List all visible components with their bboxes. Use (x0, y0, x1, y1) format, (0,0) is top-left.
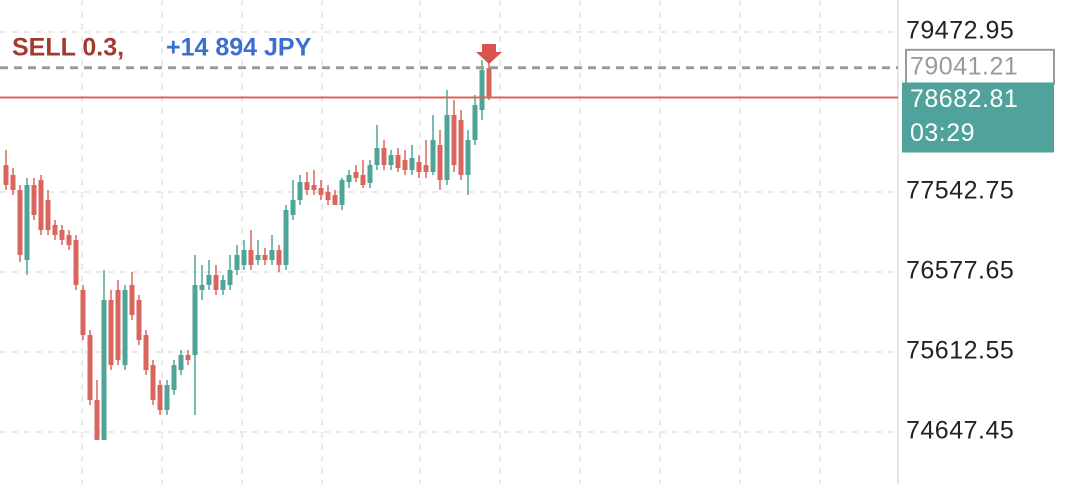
sell-marker (476, 44, 502, 64)
candle-body (311, 185, 317, 190)
candle-body (423, 165, 429, 172)
candle-body (325, 191, 331, 201)
candle-body (31, 185, 37, 216)
candle-body (297, 182, 303, 201)
candle-body (150, 365, 156, 401)
candle-body (437, 144, 443, 181)
candle-body (486, 68, 492, 98)
candle-body (192, 284, 198, 356)
candle-body (388, 155, 394, 166)
candle-body (304, 182, 310, 190)
candle-body (185, 355, 191, 360)
candle-body (164, 385, 170, 410)
candle-body (360, 174, 366, 186)
candle-body (136, 299, 142, 341)
candle-body (465, 140, 471, 175)
candle-body (451, 114, 457, 166)
candle-body (129, 284, 135, 315)
candle-body (17, 189, 23, 255)
candle-body (234, 254, 240, 270)
candle-body (80, 289, 86, 336)
candle-body (346, 174, 352, 183)
candle-body (262, 254, 268, 261)
candle-body (479, 70, 485, 110)
candle-body (283, 209, 289, 266)
candle-body (206, 275, 212, 285)
candle-body (59, 230, 65, 240)
candle-body (24, 185, 30, 261)
candle-body (220, 280, 226, 290)
candle-body (248, 249, 254, 266)
candle-body (52, 224, 58, 235)
candle-body (94, 400, 100, 440)
candle-body (199, 284, 205, 290)
candle-body (402, 159, 408, 171)
candle-body (122, 289, 128, 366)
candle-body (395, 155, 401, 169)
candle-body (157, 385, 163, 410)
candle-body (178, 355, 184, 371)
candle-body (66, 234, 72, 246)
candle-body (430, 140, 436, 172)
candle-body (458, 120, 464, 175)
y-tick-label: 79472.95 (906, 17, 1014, 45)
candle-body (73, 239, 79, 285)
candle-body (143, 335, 149, 371)
candle-body (38, 180, 44, 231)
candle-body (339, 180, 345, 205)
candle-body (472, 105, 478, 141)
candle-body (374, 147, 380, 166)
candle-body (115, 289, 121, 360)
y-tick-label: 75612.55 (906, 337, 1014, 365)
candle-body (381, 147, 387, 166)
y-tick-label: 74647.45 (906, 417, 1014, 445)
candle-body (353, 171, 359, 178)
candle-body (227, 269, 233, 285)
candle-body (87, 335, 93, 401)
candle-body (45, 200, 51, 231)
candle-body (241, 249, 247, 266)
candle-body (171, 365, 177, 391)
candle-body (416, 161, 422, 172)
candle-body (367, 165, 373, 184)
candle-body (318, 187, 324, 195)
candle-body (269, 249, 275, 261)
timer-label: 03:29 (910, 119, 975, 147)
candle-body (101, 299, 107, 440)
candle-body (108, 299, 114, 366)
time-grid (81, 0, 821, 484)
candle-body (290, 200, 296, 216)
current-price-box (902, 82, 1054, 153)
candle-body (276, 249, 282, 266)
position-price-label: 79041.21 (910, 52, 1018, 80)
order-label: SELL 0.3, (12, 34, 124, 62)
y-tick-label: 76577.65 (906, 257, 1014, 285)
candle-body (10, 174, 16, 190)
candle-body (213, 275, 219, 290)
profit-label: +14 894 JPY (166, 34, 312, 62)
candle-body (3, 165, 9, 186)
candle-body (255, 254, 261, 261)
candle-body (332, 194, 338, 205)
y-tick-label: 77542.75 (906, 177, 1014, 205)
current-price-label: 78682.81 (910, 85, 1018, 113)
candle-body (409, 157, 415, 171)
candle-body (444, 114, 450, 181)
